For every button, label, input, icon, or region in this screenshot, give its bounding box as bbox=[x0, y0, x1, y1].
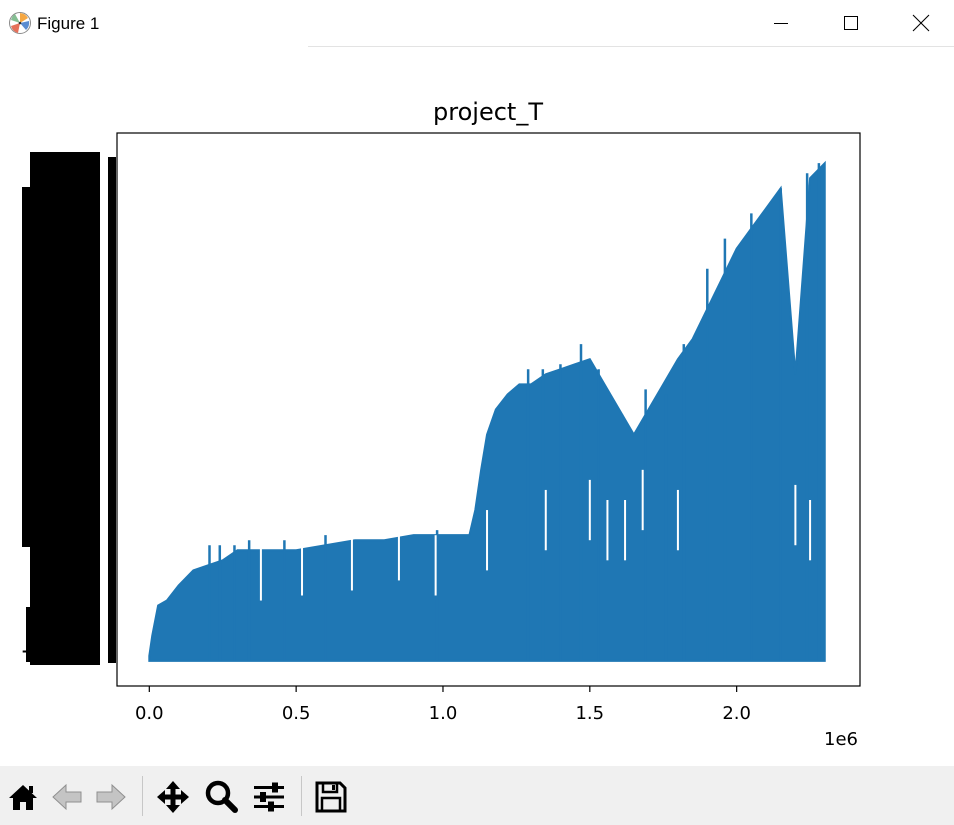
toolbar-separator bbox=[142, 776, 143, 816]
titlebar-divider bbox=[308, 46, 954, 47]
forward-button[interactable] bbox=[92, 776, 130, 818]
home-icon bbox=[9, 785, 37, 810]
navigation-toolbar bbox=[0, 766, 954, 825]
y-tick-labels-overprinted: -F bbox=[22, 152, 116, 665]
toolbar-separator bbox=[301, 776, 302, 816]
back-button[interactable] bbox=[48, 776, 86, 818]
x-tick-label: 0.5 bbox=[282, 703, 311, 724]
configure-subplots-button[interactable] bbox=[248, 776, 290, 818]
data-series-line bbox=[148, 160, 826, 662]
x-tick-label: 1.5 bbox=[575, 703, 604, 724]
sliders-icon bbox=[254, 782, 284, 812]
magnifier-icon bbox=[205, 780, 238, 813]
maximize-icon bbox=[844, 16, 858, 30]
x-axis-offset-label: 1e6 bbox=[824, 729, 858, 750]
minimize-icon bbox=[774, 23, 788, 24]
close-icon bbox=[912, 14, 930, 32]
chart: -F 0.0 0.5 1.0 1.5 2.0 project_T 1e6 bbox=[22, 98, 861, 750]
maximize-button[interactable] bbox=[828, 0, 874, 46]
x-tick-label: 1.0 bbox=[429, 703, 458, 724]
move-icon bbox=[157, 781, 189, 813]
plot-area bbox=[148, 160, 826, 662]
svg-text:-F: -F bbox=[22, 641, 38, 660]
pan-button[interactable] bbox=[152, 776, 194, 818]
chart-title: project_T bbox=[433, 98, 543, 126]
floppy-disk-icon bbox=[315, 781, 347, 813]
save-button[interactable] bbox=[310, 776, 352, 818]
x-tick-label: 0.0 bbox=[135, 703, 164, 724]
x-axis: 0.0 0.5 1.0 1.5 2.0 bbox=[135, 686, 751, 724]
zoom-button[interactable] bbox=[200, 776, 242, 818]
window-title: Figure 1 bbox=[37, 14, 100, 33]
x-tick-label: 2.0 bbox=[722, 703, 751, 724]
window-titlebar: Figure 1 bbox=[0, 0, 954, 46]
minimize-button[interactable] bbox=[758, 0, 804, 46]
matplotlib-logo-icon bbox=[9, 12, 31, 34]
figure-canvas[interactable]: -F 0.0 0.5 1.0 1.5 2.0 project_T 1e6 bbox=[0, 47, 954, 765]
close-button[interactable] bbox=[898, 0, 944, 46]
arrow-left-icon bbox=[52, 783, 82, 811]
home-button[interactable] bbox=[4, 776, 42, 818]
arrow-right-icon bbox=[96, 783, 126, 811]
